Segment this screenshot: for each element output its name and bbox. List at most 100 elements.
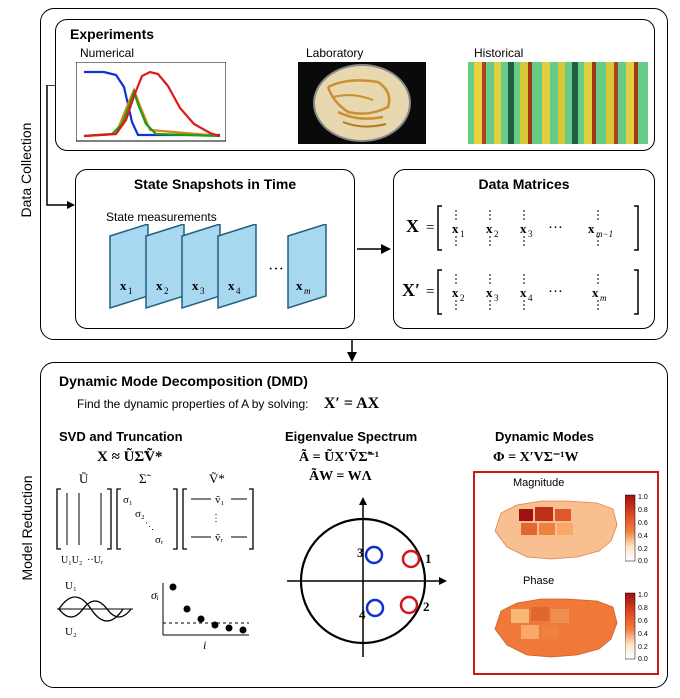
petri-dish: [298, 62, 426, 144]
svg-text:0.2: 0.2: [638, 546, 648, 553]
numerical-plot: [76, 62, 226, 144]
snapshots-box: State Snapshots in Time State measuremen…: [75, 169, 355, 329]
svd-equation: X ≈ ŨΣ̃Ṽ*: [97, 449, 163, 466]
svg-text:4: 4: [236, 286, 241, 296]
phase-label: Phase: [523, 575, 554, 587]
svg-text:2: 2: [460, 293, 465, 303]
svg-text:0.2: 0.2: [638, 644, 648, 651]
svg-text:σ₂: σ₂: [135, 508, 145, 520]
svg-text:1.0: 1.0: [638, 494, 648, 501]
matrices-title: Data Matrices: [394, 176, 654, 192]
experiments-title: Experiments: [70, 26, 154, 42]
matrices-box: Data Matrices X = x1 x2 x3 ··· xm−1: [393, 169, 655, 329]
svg-text:0.0: 0.0: [638, 558, 648, 565]
phase-colorbar: 1.0 0.8 0.6 0.4 0.2 0.0: [625, 589, 657, 665]
svg-text:1: 1: [425, 551, 432, 566]
phase-map: [481, 589, 621, 665]
svg-text:x: x: [520, 285, 527, 300]
magnitude-colorbar: 1.0 0.8 0.6 0.4 0.2 0.0: [625, 491, 657, 567]
svg-text:0.8: 0.8: [638, 507, 648, 514]
eigen-circle: 1 2 3 4: [273, 491, 453, 671]
svg-text:3: 3: [357, 545, 364, 560]
svg-text:··Uᵣ: ··Uᵣ: [87, 555, 104, 566]
historical-heatmap: [468, 62, 648, 144]
svg-text:x: x: [486, 285, 493, 300]
snapshots-sublabel: State measurements: [106, 210, 217, 224]
svg-text:U₂: U₂: [65, 626, 77, 638]
snapshot-planes: ··· x1 x2 x3 x4 xm: [90, 224, 342, 324]
svg-text:Σ̃: Σ̃: [139, 471, 152, 486]
svg-text:X: X: [406, 216, 419, 236]
svg-text:x: x: [452, 285, 459, 300]
snapshots-title: State Snapshots in Time: [76, 176, 354, 192]
modes-equation: Φ = X′VΣ⁻¹W: [493, 449, 578, 466]
svg-text:x: x: [228, 278, 235, 293]
svg-text:X′: X′: [402, 280, 420, 300]
matrix-equations: X = x1 x2 x3 ··· xm−1 X′ =: [402, 200, 648, 324]
svg-text:···: ···: [548, 284, 563, 300]
svg-text:3: 3: [528, 229, 533, 239]
svg-text:i: i: [203, 638, 206, 652]
svg-text:0.8: 0.8: [638, 605, 648, 612]
svg-text:1: 1: [128, 286, 133, 296]
svg-text:m−1: m−1: [596, 229, 613, 239]
historical-label: Historical: [474, 46, 523, 60]
svg-text:⋮: ⋮: [211, 513, 221, 524]
svg-text:0.6: 0.6: [638, 520, 648, 527]
svg-text:x: x: [120, 278, 127, 293]
svg-text:x: x: [296, 278, 303, 293]
svg-text:=: =: [426, 220, 434, 236]
svg-text:···: ···: [268, 261, 284, 278]
svg-text:m: m: [304, 286, 311, 296]
svg-text:ṽ₁: ṽ₁: [215, 494, 225, 506]
dmd-title: Dynamic Mode Decomposition (DMD): [59, 373, 308, 389]
side-label-model-reduction: Model Reduction: [19, 463, 35, 593]
eigen-eq1: Ã = ŨX′ṼΣ̃⁻¹: [299, 449, 379, 466]
svg-text:3: 3: [200, 286, 205, 296]
svg-text:0.4: 0.4: [638, 533, 648, 540]
svg-text:2: 2: [423, 599, 430, 614]
svg-text:=: =: [426, 284, 434, 300]
svg-text:1: 1: [460, 229, 465, 239]
svg-text:σᵣ: σᵣ: [155, 534, 164, 546]
svg-text:Ṽ*: Ṽ*: [209, 471, 225, 486]
svg-text:1.0: 1.0: [638, 592, 648, 599]
magnitude-map: [481, 491, 621, 567]
svg-text:2: 2: [494, 229, 499, 239]
magnitude-label: Magnitude: [513, 477, 564, 489]
svg-text:x: x: [592, 285, 599, 300]
svg-text:0.0: 0.0: [638, 656, 648, 663]
svg-text:σ₁: σ₁: [123, 494, 133, 506]
svg-text:3: 3: [494, 293, 499, 303]
svg-text:U₁U₂: U₁U₂: [61, 555, 82, 566]
arrow-exp-to-snap: [45, 85, 75, 215]
svd-diagram: Ũ Σ̃ Ṽ* U₁U₂ ··Uᵣ σ₁ σ₂ ⋱ σᵣ ṽ₁ ⋮ ṽᵣ U: [53, 471, 263, 671]
svg-text:U₁: U₁: [65, 580, 77, 592]
svg-text:ṽᵣ: ṽᵣ: [215, 532, 224, 544]
svg-text:x: x: [192, 278, 199, 293]
svg-text:x: x: [156, 278, 163, 293]
svd-title: SVD and Truncation: [59, 429, 183, 444]
svg-text:···: ···: [548, 220, 563, 236]
arrow-dc-to-mr: [340, 340, 364, 362]
svg-text:x: x: [520, 221, 527, 236]
svg-text:4: 4: [528, 293, 533, 303]
svg-text:x: x: [588, 221, 595, 236]
panel-model-reduction: Dynamic Mode Decomposition (DMD) Find th…: [40, 362, 668, 688]
arrow-snap-to-matrix: [357, 239, 391, 259]
eigen-title: Eigenvalue Spectrum: [285, 429, 417, 444]
experiments-box: Experiments Numerical Laboratory Histori…: [55, 19, 655, 151]
modes-box: Magnitude 1.0 0.8 0.6 0.4 0.2 0.0 Phase: [473, 471, 659, 675]
side-label-data-collection: Data Collection: [18, 110, 34, 230]
svg-text:⋱: ⋱: [145, 521, 154, 531]
svg-text:Ũ: Ũ: [79, 471, 89, 486]
svg-text:0.4: 0.4: [638, 631, 648, 638]
numerical-label: Numerical: [80, 46, 134, 60]
svg-text:4: 4: [359, 607, 366, 622]
svg-text:x: x: [486, 221, 493, 236]
svg-text:m: m: [600, 293, 607, 303]
dmd-subtitle: Find the dynamic properties of A by solv…: [77, 395, 379, 413]
svg-text:2: 2: [164, 286, 169, 296]
laboratory-label: Laboratory: [306, 46, 363, 60]
svg-text:x: x: [452, 221, 459, 236]
